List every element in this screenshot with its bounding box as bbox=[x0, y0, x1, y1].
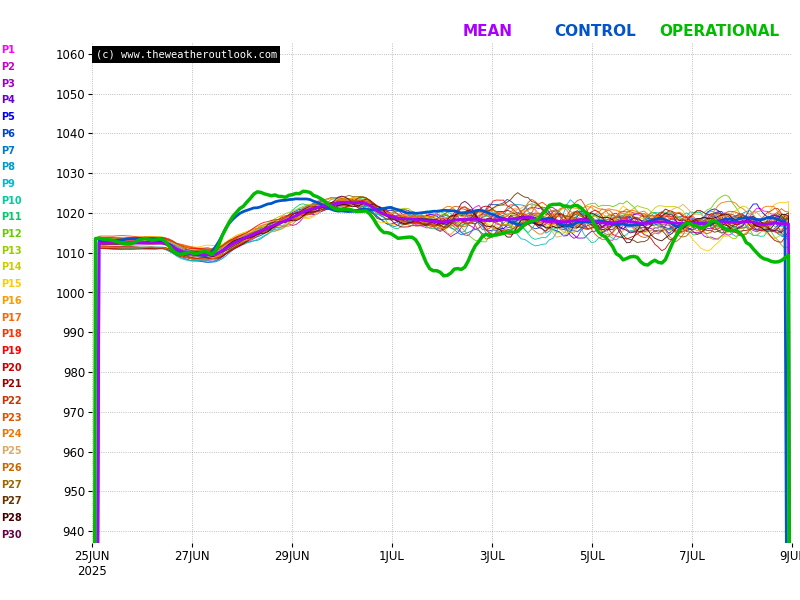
Text: P17: P17 bbox=[1, 313, 22, 323]
Text: P11: P11 bbox=[1, 212, 22, 223]
Text: P30: P30 bbox=[1, 530, 22, 539]
Text: Amsterdam_Netherlands MSLP (mB) GEFS 12z Mon 23 Jun 2025: Amsterdam_Netherlands MSLP (mB) GEFS 12z… bbox=[10, 11, 499, 28]
Text: P3: P3 bbox=[1, 79, 14, 89]
Text: P7: P7 bbox=[1, 146, 14, 155]
Text: P1: P1 bbox=[1, 46, 14, 55]
Text: P14: P14 bbox=[1, 262, 22, 272]
Text: P26: P26 bbox=[1, 463, 22, 473]
Text: P13: P13 bbox=[1, 246, 22, 256]
Text: P9: P9 bbox=[1, 179, 14, 189]
Text: P21: P21 bbox=[1, 379, 22, 389]
Text: P8: P8 bbox=[1, 162, 15, 172]
Text: CONTROL: CONTROL bbox=[554, 25, 636, 40]
Text: P22: P22 bbox=[1, 396, 22, 406]
Text: P19: P19 bbox=[1, 346, 22, 356]
Text: (c) www.theweatheroutlook.com: (c) www.theweatheroutlook.com bbox=[95, 50, 277, 59]
Text: P23: P23 bbox=[1, 413, 22, 423]
Text: P12: P12 bbox=[1, 229, 22, 239]
Text: OPERATIONAL: OPERATIONAL bbox=[659, 25, 779, 40]
Text: P10: P10 bbox=[1, 196, 22, 206]
Text: P6: P6 bbox=[1, 129, 14, 139]
Text: P5: P5 bbox=[1, 112, 14, 122]
Text: P2: P2 bbox=[1, 62, 14, 72]
Text: P4: P4 bbox=[1, 95, 14, 106]
Text: P24: P24 bbox=[1, 430, 22, 439]
Text: P28: P28 bbox=[1, 513, 22, 523]
Text: P25: P25 bbox=[1, 446, 22, 456]
Text: P18: P18 bbox=[1, 329, 22, 339]
Text: P16: P16 bbox=[1, 296, 22, 306]
Text: P20: P20 bbox=[1, 362, 22, 373]
Text: P27: P27 bbox=[1, 496, 22, 506]
Text: P27: P27 bbox=[1, 479, 22, 490]
Text: MEAN: MEAN bbox=[463, 25, 513, 40]
Text: P15: P15 bbox=[1, 279, 22, 289]
